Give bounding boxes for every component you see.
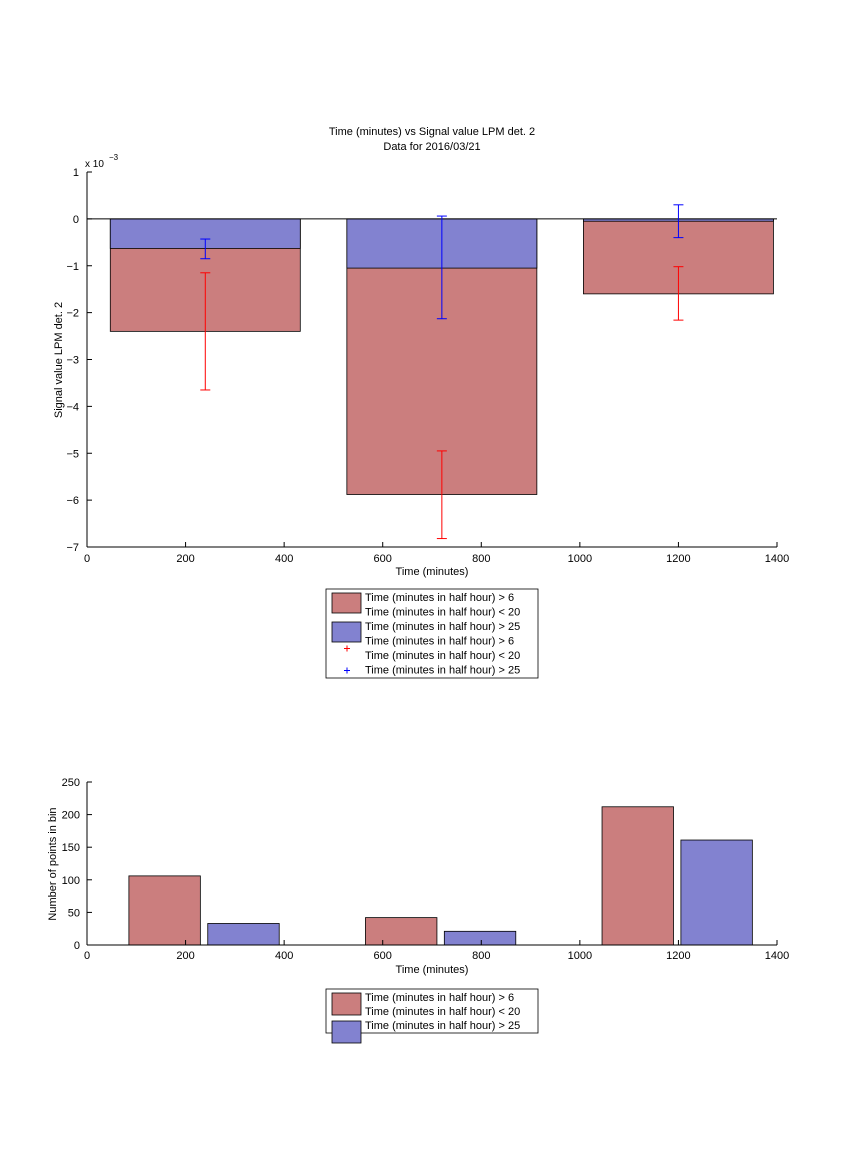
chart1-errorbar-s0-1 (436, 450, 447, 540)
chart1-y-tick-label: −3 (66, 355, 79, 367)
legend-patch-0 (331, 592, 362, 614)
chart2-y-label: Number of points in bin (47, 807, 59, 920)
chart2-x-tick-label: 600 (374, 950, 392, 962)
chart1-y-tick-label: −6 (66, 495, 79, 507)
chart2-x-tick-label: 200 (176, 950, 194, 962)
chart1-y-multiplier: x 10 (85, 159, 104, 170)
chart1-errorbar-s1-0 (200, 238, 211, 260)
legend-patch-1 (331, 621, 362, 643)
chart2-x-tick-label: 0 (84, 950, 90, 962)
chart1-legend-label: Time (minutes in half hour) < 20 (365, 607, 520, 619)
chart1-x-tick-label: 600 (374, 553, 392, 565)
chart2-bar-4 (601, 806, 674, 946)
chart2-bar-2 (365, 917, 438, 946)
chart2-y-tick-label: 100 (62, 875, 80, 887)
chart2-x-tick-label: 1000 (568, 950, 592, 962)
chart2-bar-5 (680, 839, 753, 946)
chart1-legend-label: Time (minutes in half hour) < 20 (365, 650, 520, 662)
chart2-legend-patch-0 (331, 992, 362, 1016)
chart2-legend-label: Time (minutes in half hour) < 20 (365, 1006, 520, 1018)
chart1-x-tick-label: 1400 (765, 553, 789, 565)
chart2-x-tick-label: 800 (472, 950, 490, 962)
chart1-legend-label: Time (minutes in half hour) > 25 (365, 665, 520, 677)
chart1-legend-label: Time (minutes in half hour) > 25 (365, 621, 520, 633)
chart2-y-tick-label: 200 (62, 810, 80, 822)
chart2-y-tick-label: 0 (74, 940, 80, 952)
chart1-y-tick-label: −4 (66, 401, 79, 413)
chart2-y-tick-label: 250 (62, 777, 80, 789)
chart1-y-tick-label: −2 (66, 308, 79, 320)
chart1-x-tick-label: 1000 (568, 553, 592, 565)
chart1-errorbar-s0-0 (200, 272, 211, 391)
chart1-legend-label: Time (minutes in half hour) > 6 (365, 636, 514, 648)
chart2-y-tick-label: 150 (62, 842, 80, 854)
chart1-y-tick-label: −5 (66, 448, 79, 460)
chart1-y-multiplier-exp: −3 (109, 153, 119, 162)
chart2-x-tick-label: 400 (275, 950, 293, 962)
chart1-x-tick-label: 1200 (666, 553, 690, 565)
chart1-x-tick-label: 400 (275, 553, 293, 565)
chart2-legend-label: Time (minutes in half hour) > 25 (365, 1020, 520, 1032)
chart2-x-tick-label: 1200 (666, 950, 690, 962)
chart1-y-tick-label: 1 (73, 167, 79, 179)
chart1-errorbar-s1-2 (673, 204, 684, 239)
chart2-x-tick-label: 1400 (765, 950, 789, 962)
chart1-errorbar-s0-2 (673, 266, 684, 321)
chart2-bar-1 (207, 923, 280, 946)
chart1-y-label: Signal value LPM det. 2 (53, 302, 65, 418)
chart2-y-tick-label: 50 (68, 907, 80, 919)
chart1-title: Time (minutes) vs Signal value LPM det. … (329, 126, 535, 138)
chart2-bar-0 (128, 875, 201, 946)
chart2-x-label: Time (minutes) (396, 964, 469, 976)
chart1-x-tick-label: 0 (84, 553, 90, 565)
chart1-errorbar-s1-1 (436, 215, 447, 320)
chart1-y-tick-label: 0 (73, 214, 79, 226)
chart1-legend-label: Time (minutes in half hour) > 6 (365, 592, 514, 604)
chart2-legend-label: Time (minutes in half hour) > 6 (365, 992, 514, 1004)
chart1-x-label: Time (minutes) (396, 566, 469, 578)
chart1-subtitle: Data for 2016/03/21 (383, 141, 480, 153)
chart1-y-tick-label: −1 (66, 261, 79, 273)
chart2-bar-3 (443, 930, 517, 946)
chart2-legend-patch-1 (331, 1020, 362, 1044)
chart1-x-tick-label: 800 (472, 553, 490, 565)
chart1-y-tick-label: −7 (66, 542, 79, 554)
chart1-x-tick-label: 200 (176, 553, 194, 565)
